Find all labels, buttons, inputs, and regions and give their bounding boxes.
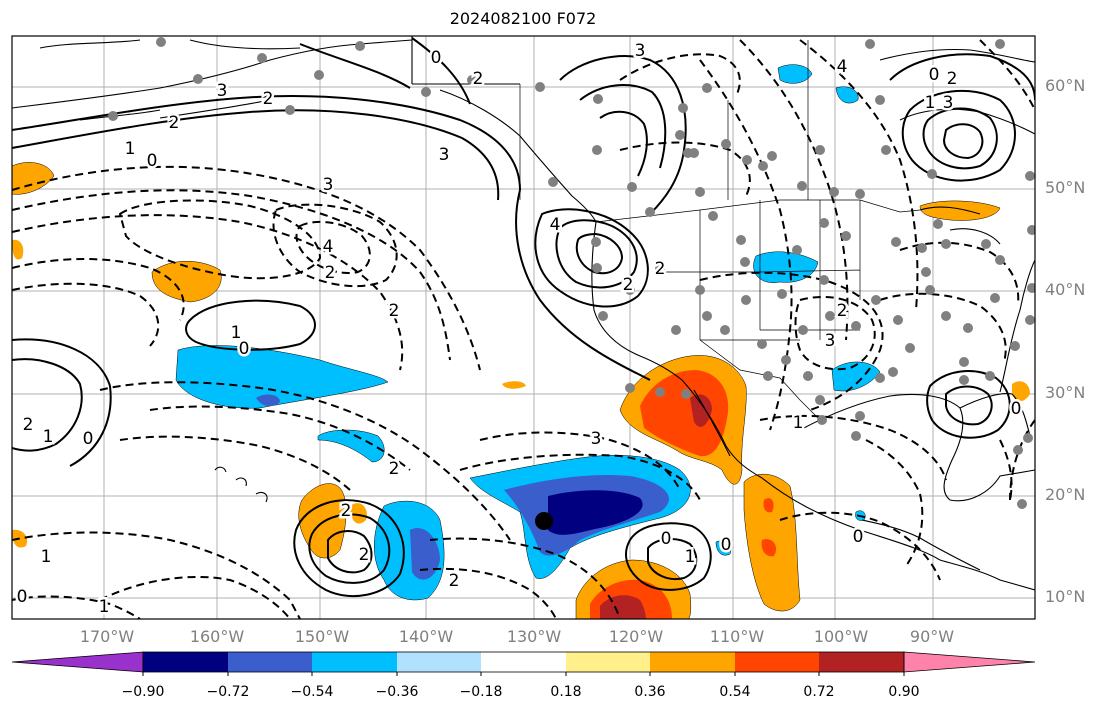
positive-contours	[12, 37, 1035, 597]
contour-label: 2	[473, 69, 484, 89]
colorbar-tick-label: −0.90	[121, 684, 165, 700]
contour-label: 0	[661, 529, 672, 549]
colorbar-tick-label: −0.72	[206, 684, 250, 700]
contour-label: 1	[43, 427, 54, 447]
lon-label: 160°W	[189, 627, 245, 646]
contour-label: 3	[217, 81, 228, 101]
contour-label: 0	[1011, 399, 1022, 419]
lon-label: 130°W	[506, 627, 562, 646]
contour-label: 2	[23, 415, 34, 435]
lat-label: 50°N	[1045, 178, 1086, 197]
colorbar-segment	[143, 652, 228, 672]
contour-label: 2	[947, 69, 958, 89]
lat-label: 20°N	[1045, 485, 1086, 504]
contour-label: 0	[147, 151, 158, 171]
contour-label: 3	[943, 93, 954, 113]
contour-label: 0	[929, 65, 940, 85]
contour-label: 2	[389, 301, 400, 321]
colorbar-segment	[735, 652, 819, 672]
contour-label: 0	[239, 339, 250, 359]
lon-label: 110°W	[709, 627, 765, 646]
contour-label: 1	[231, 323, 242, 343]
contour-label: 0	[853, 527, 864, 547]
contour-label: 2	[263, 89, 274, 109]
contour-label: 2	[325, 263, 336, 283]
contour-label: 0	[17, 587, 28, 607]
colorbar-extend-high	[903, 651, 1036, 673]
lon-label: 140°W	[398, 627, 454, 646]
colorbar-tick-label: 0.90	[888, 684, 920, 700]
lat-label: 30°N	[1045, 383, 1086, 402]
colorbar-segment	[312, 652, 397, 672]
lat-label: 40°N	[1045, 280, 1086, 299]
contour-label: 1	[125, 139, 136, 159]
lat-label: 10°N	[1045, 587, 1086, 606]
contour-label: 2	[655, 259, 666, 279]
contour-label: 0	[83, 429, 94, 449]
lon-label: 150°W	[294, 627, 350, 646]
colorbar-extend-low	[11, 651, 144, 673]
lon-label: 90°W	[909, 627, 955, 646]
colorbar-segment	[566, 652, 650, 672]
contour-label: 2	[449, 571, 460, 591]
contour-label: 3	[591, 429, 602, 449]
contour-label: 2	[169, 113, 180, 133]
contour-label: 2	[623, 275, 634, 295]
map-frame	[11, 35, 1036, 620]
contour-label: 3	[439, 145, 450, 165]
colorbar-tick-label: 0.54	[719, 684, 751, 700]
contour-label: 1	[99, 597, 110, 617]
colorbar-segment	[481, 652, 566, 672]
contour-label: 3	[635, 41, 646, 61]
map-title: 2024082100 F072	[449, 9, 597, 28]
contour-label: 2	[837, 301, 848, 321]
lon-label: 120°W	[608, 627, 664, 646]
coastlines	[12, 36, 1035, 591]
colorbar-tick-label: −0.36	[375, 684, 419, 700]
contour-label: 1	[41, 547, 52, 567]
colorbar-segment	[228, 652, 312, 672]
colorbar-tick-label: 0.72	[803, 684, 835, 700]
colorbar-tick-label: −0.54	[290, 684, 334, 700]
contour-label: 4	[837, 57, 848, 77]
contour-label: 2	[389, 459, 400, 479]
storm-center-dot	[535, 512, 553, 530]
colorbar-tick-label: 0.36	[634, 684, 666, 700]
colorbar	[11, 651, 1036, 676]
contour-label: 4	[323, 237, 334, 257]
lat-label: 60°N	[1045, 76, 1086, 95]
contour-label: 0	[431, 48, 442, 68]
contour-label: 1	[793, 413, 804, 433]
colorbar-segment	[819, 652, 904, 672]
lon-label: 100°W	[813, 627, 869, 646]
contour-label: 3	[825, 331, 836, 351]
colorbar-segment	[650, 652, 735, 672]
contour-label: 0	[721, 535, 732, 555]
lon-label: 170°W	[79, 627, 135, 646]
colorbar-tick-label: −0.18	[459, 684, 503, 700]
contour-label: 1	[925, 93, 936, 113]
contour-label: 4	[550, 215, 561, 235]
contour-label: 3	[323, 175, 334, 195]
colorbar-segment	[397, 652, 481, 672]
contour-label: 2	[359, 545, 370, 565]
contour-label: 2	[341, 501, 352, 521]
contour-labels: 0 2 3 1 2 0 3 4 2 3 4 2 2 1 0 2 1 0 2 1 …	[14, 39, 1024, 620]
colorbar-tick-label: 0.18	[550, 684, 582, 700]
station-dots	[108, 37, 1035, 509]
contour-label: 1	[685, 547, 696, 567]
